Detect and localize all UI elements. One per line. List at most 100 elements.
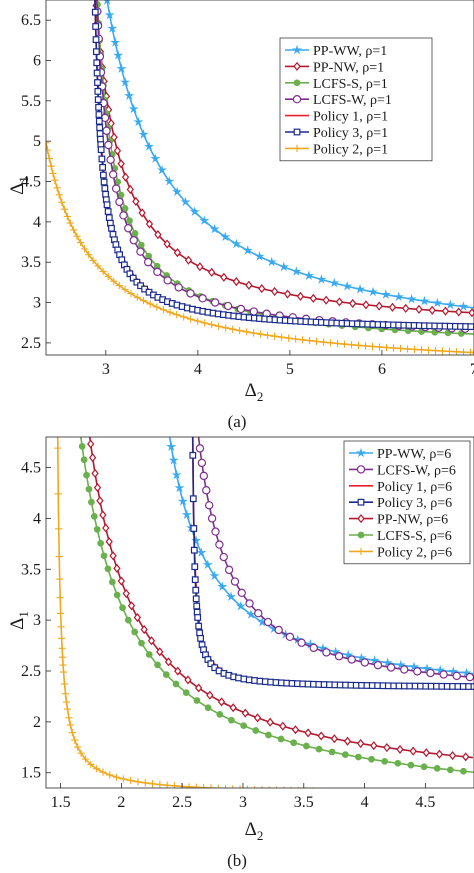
y-tick-label: 4.5 (21, 174, 41, 191)
data-point (208, 321, 216, 329)
data-point (210, 298, 220, 307)
axes-frame (45, 0, 474, 356)
data-point (195, 622, 203, 630)
data-point (241, 708, 250, 718)
data-point (368, 342, 377, 351)
data-point (119, 604, 126, 612)
data-point (245, 599, 254, 608)
data-point (132, 196, 140, 207)
data-point (230, 577, 240, 586)
data-point (303, 742, 310, 750)
data-point (431, 347, 440, 355)
data-point (217, 697, 226, 707)
x-axis-label-sub: 2 (257, 828, 264, 843)
data-point (156, 780, 164, 788)
data-point (109, 551, 117, 561)
data-point (347, 655, 356, 664)
legend-label: LCFS-S, ρ=6 (377, 529, 452, 544)
plot-area (54, 382, 474, 796)
data-point (104, 9, 115, 20)
data-point (264, 331, 272, 339)
data-point (448, 789, 455, 796)
x-tick-label: 2 (117, 794, 125, 811)
data-point (207, 514, 217, 523)
legend-marker (357, 498, 365, 506)
y-tick-label: 3.5 (21, 561, 41, 578)
data-point (124, 616, 132, 624)
data-point (93, 69, 101, 77)
data-point (319, 787, 321, 788)
data-point (119, 775, 127, 783)
data-point (180, 196, 191, 207)
data-point (368, 755, 375, 763)
data-point (197, 634, 204, 642)
data-point (178, 782, 186, 788)
data-point (113, 146, 122, 156)
data-point (91, 468, 99, 478)
x-axis-label-main: Δ (245, 380, 257, 401)
data-point (71, 736, 79, 744)
data-point (245, 280, 253, 290)
legend-marker (293, 128, 301, 136)
data-point (133, 612, 142, 623)
data-point (375, 301, 383, 311)
data-point (215, 322, 223, 330)
data-point (461, 667, 472, 678)
data-point (58, 644, 66, 652)
legend-marker (356, 465, 366, 474)
data-point (317, 731, 325, 741)
data-point (77, 429, 83, 435)
data-point (96, 496, 104, 506)
x-axis-label: Δ2 (245, 819, 264, 843)
data-point (409, 746, 417, 756)
data-point (254, 609, 263, 618)
data-point (94, 79, 101, 86)
data-point (254, 251, 265, 261)
data-point (46, 146, 52, 154)
data-point (254, 785, 256, 788)
data-point (127, 289, 135, 298)
data-point (85, 485, 93, 493)
legend-item: Policy 1, ρ=1 (285, 110, 388, 125)
data-point (223, 301, 233, 311)
data-point (159, 382, 167, 390)
data-point (368, 788, 375, 795)
data-point (231, 238, 242, 249)
data-point (370, 741, 378, 751)
legend-item: PP-WW, ρ=1 (285, 44, 387, 59)
data-point (220, 272, 228, 282)
data-point (105, 537, 113, 547)
data-point (174, 666, 182, 676)
data-point (92, 23, 100, 30)
data-point (141, 779, 149, 787)
data-point (127, 601, 136, 611)
legend-item: Policy 1, ρ=6 (349, 480, 452, 495)
data-point (90, 513, 98, 520)
data-point (140, 624, 148, 635)
data-point (422, 663, 433, 673)
data-point (380, 289, 391, 299)
data-point (242, 245, 253, 255)
data-point (415, 304, 423, 314)
legend-label: LCFS-W, ρ=1 (313, 93, 392, 108)
data-point (435, 749, 444, 759)
legend-marker (356, 447, 366, 458)
data-point (58, 634, 66, 642)
data-point (299, 336, 307, 344)
data-point (81, 383, 87, 390)
data-point (122, 588, 130, 599)
data-point (185, 783, 193, 788)
data-point (204, 501, 214, 510)
data-point (187, 315, 195, 323)
x-tick-label: 3.5 (294, 794, 314, 811)
legend-item: LCFS-W, ρ=1 (285, 93, 392, 108)
y-tick-label: 5 (33, 133, 41, 150)
data-point (96, 130, 104, 138)
data-point (112, 241, 120, 248)
data-point (77, 238, 85, 247)
data-point (166, 441, 177, 451)
data-point (419, 295, 430, 306)
series-6 (54, 437, 455, 796)
x-tick-label: 3 (239, 794, 247, 811)
data-point (441, 306, 450, 316)
